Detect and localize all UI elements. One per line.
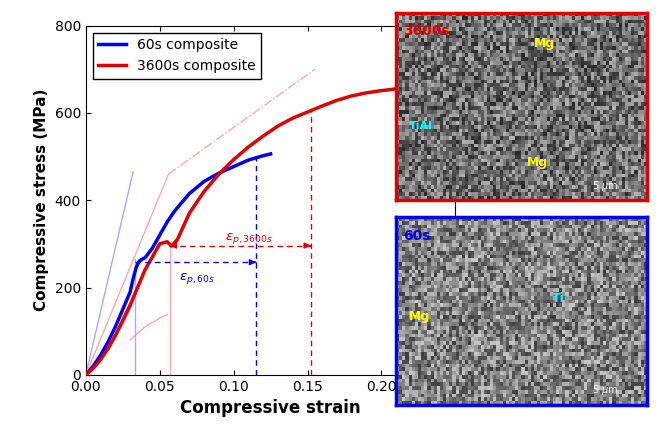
Text: Ti: Ti	[552, 292, 564, 305]
Text: Mg: Mg	[409, 311, 430, 323]
Text: 60s: 60s	[403, 229, 431, 243]
Y-axis label: Compressive stress (MPa): Compressive stress (MPa)	[34, 89, 49, 311]
Text: 3600s: 3600s	[403, 24, 450, 38]
Text: 5 $\mu$m: 5 $\mu$m	[591, 179, 618, 193]
Text: Mg: Mg	[534, 37, 555, 49]
Text: Mg: Mg	[527, 156, 548, 170]
Text: $\varepsilon_{p,60s}$: $\varepsilon_{p,60s}$	[179, 271, 215, 286]
Text: $\varepsilon_{p,3600s}$: $\varepsilon_{p,3600s}$	[225, 230, 273, 246]
Text: TiAl: TiAl	[409, 121, 432, 131]
Text: 5 $\mu$m: 5 $\mu$m	[591, 383, 618, 397]
X-axis label: Compressive strain: Compressive strain	[180, 399, 361, 417]
Legend: 60s composite, 3600s composite: 60s composite, 3600s composite	[93, 32, 261, 78]
